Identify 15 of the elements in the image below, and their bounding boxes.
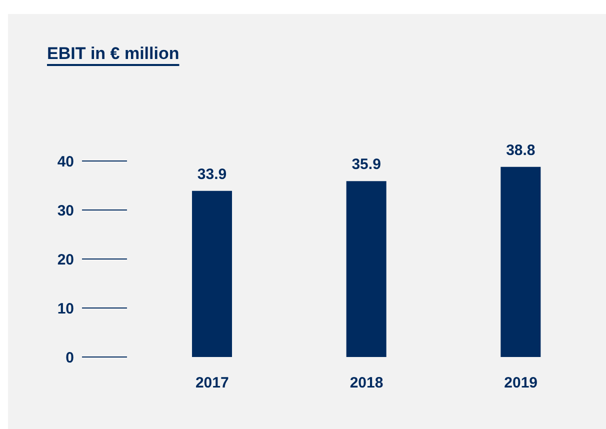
x-tick-label: 2019 [504, 374, 538, 392]
bar [192, 190, 232, 357]
bar [346, 181, 386, 357]
x-tick-label: 2017 [195, 374, 229, 392]
data-label: 33.9 [197, 166, 227, 183]
data-label: 35.9 [352, 156, 381, 174]
x-tick-label: 2018 [350, 374, 384, 392]
chart-title: EBIT in € million [47, 44, 180, 64]
y-tick-label: 10 [57, 300, 74, 318]
y-tick-label: 30 [57, 202, 74, 220]
y-tick-label: 40 [57, 153, 74, 170]
y-tick-label: 0 [66, 349, 74, 366]
y-tick-label: 20 [57, 251, 74, 268]
data-label: 38.8 [506, 142, 536, 159]
bar [500, 166, 541, 357]
